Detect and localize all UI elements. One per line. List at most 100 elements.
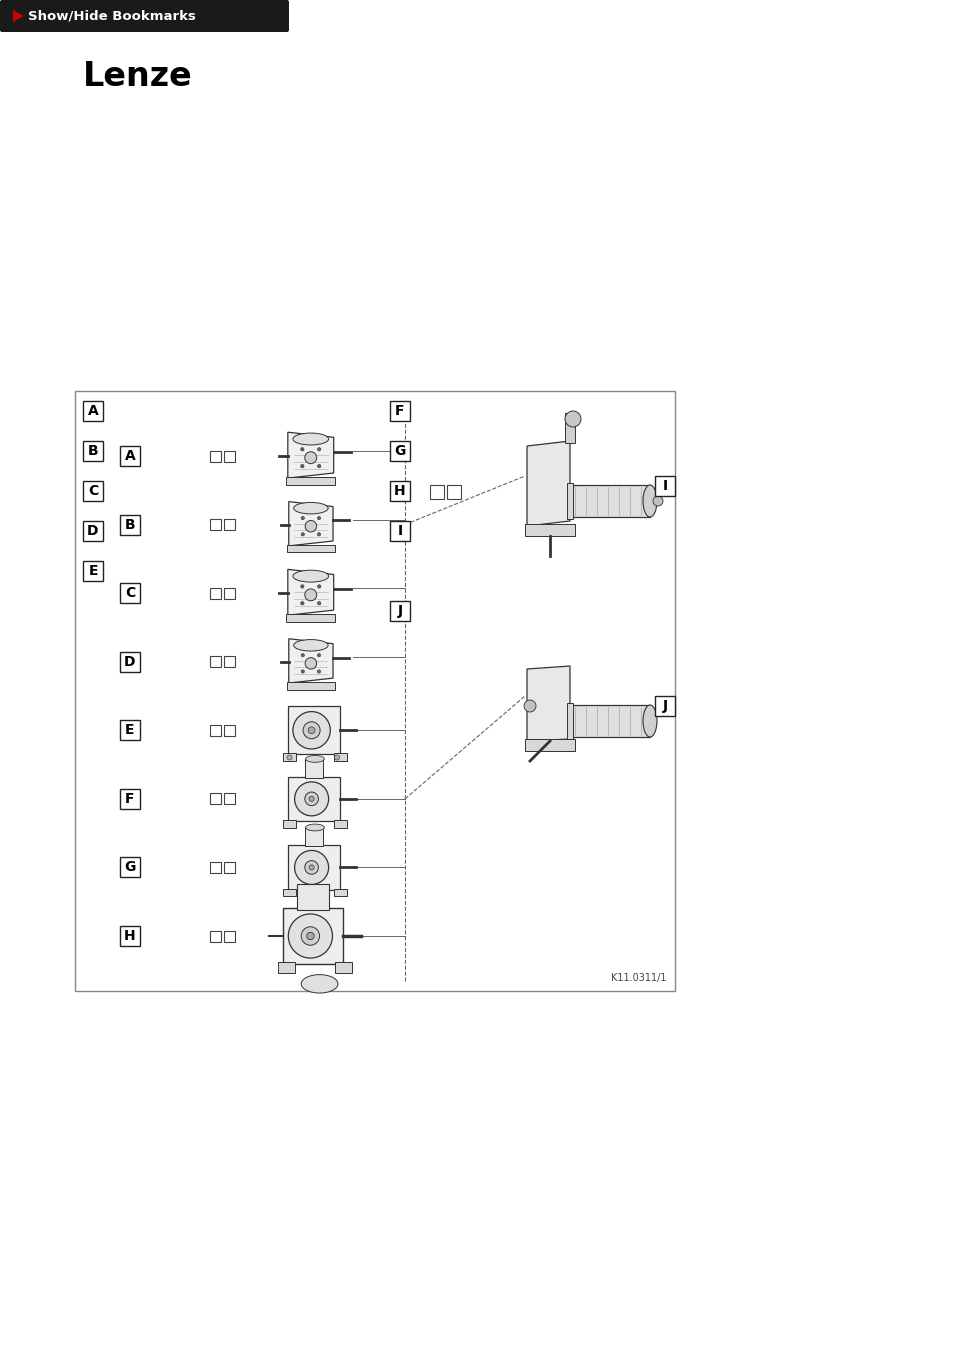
- Polygon shape: [288, 569, 334, 615]
- Text: I: I: [397, 524, 402, 538]
- Bar: [120, 584, 140, 603]
- Bar: [210, 724, 221, 736]
- Circle shape: [301, 654, 304, 657]
- Text: B: B: [125, 517, 135, 531]
- Circle shape: [317, 585, 320, 588]
- Circle shape: [300, 601, 304, 605]
- Bar: [288, 846, 340, 889]
- Bar: [83, 401, 103, 422]
- Bar: [83, 561, 103, 581]
- Bar: [224, 588, 234, 598]
- Circle shape: [317, 465, 320, 467]
- Circle shape: [305, 520, 316, 532]
- Text: H: H: [124, 929, 135, 943]
- Bar: [524, 739, 575, 751]
- Bar: [286, 477, 335, 485]
- Polygon shape: [289, 501, 333, 546]
- Circle shape: [309, 796, 314, 801]
- Circle shape: [307, 932, 314, 940]
- Ellipse shape: [642, 705, 657, 738]
- Circle shape: [300, 585, 304, 588]
- Bar: [524, 524, 575, 536]
- Circle shape: [294, 782, 328, 816]
- Bar: [210, 519, 221, 530]
- Bar: [390, 481, 410, 501]
- Circle shape: [304, 861, 318, 874]
- Bar: [655, 696, 675, 716]
- Circle shape: [317, 654, 320, 657]
- Bar: [569, 485, 649, 517]
- Bar: [564, 413, 575, 443]
- Circle shape: [287, 755, 292, 761]
- Text: F: F: [395, 404, 404, 417]
- Bar: [288, 777, 340, 821]
- Text: F: F: [125, 792, 134, 805]
- Bar: [120, 446, 140, 466]
- Circle shape: [523, 700, 536, 712]
- Circle shape: [317, 532, 320, 536]
- Text: G: G: [394, 444, 405, 458]
- Circle shape: [317, 447, 320, 451]
- Polygon shape: [289, 639, 333, 684]
- Bar: [447, 485, 460, 499]
- Bar: [210, 588, 221, 598]
- Bar: [120, 925, 140, 946]
- Bar: [83, 481, 103, 501]
- Bar: [120, 720, 140, 740]
- Bar: [334, 820, 347, 828]
- Circle shape: [300, 465, 304, 467]
- Circle shape: [304, 792, 318, 805]
- Bar: [120, 789, 140, 809]
- Circle shape: [564, 411, 580, 427]
- Text: I: I: [661, 480, 667, 493]
- Circle shape: [308, 727, 314, 734]
- Bar: [655, 476, 675, 496]
- Text: C: C: [88, 484, 98, 499]
- Circle shape: [301, 516, 304, 520]
- Text: D: D: [87, 524, 99, 538]
- Text: J: J: [397, 604, 402, 617]
- Text: J: J: [661, 698, 667, 713]
- Bar: [83, 521, 103, 540]
- Bar: [390, 440, 410, 461]
- Circle shape: [304, 451, 316, 463]
- Circle shape: [294, 850, 328, 885]
- Bar: [224, 450, 234, 462]
- Polygon shape: [526, 440, 569, 526]
- Bar: [430, 485, 443, 499]
- Bar: [224, 931, 234, 942]
- Bar: [120, 651, 140, 671]
- Text: K11.0311/1: K11.0311/1: [611, 973, 666, 984]
- Ellipse shape: [293, 570, 328, 582]
- Bar: [210, 862, 221, 873]
- FancyBboxPatch shape: [0, 0, 289, 32]
- Bar: [390, 521, 410, 540]
- Bar: [75, 390, 675, 992]
- Circle shape: [305, 658, 316, 669]
- Text: E: E: [89, 563, 97, 578]
- Bar: [83, 440, 103, 461]
- Circle shape: [300, 447, 304, 451]
- Circle shape: [304, 589, 316, 601]
- Circle shape: [301, 670, 304, 673]
- Ellipse shape: [293, 434, 328, 444]
- Bar: [304, 827, 323, 846]
- Bar: [210, 793, 221, 804]
- Bar: [288, 707, 340, 754]
- Bar: [210, 657, 221, 667]
- Polygon shape: [13, 9, 24, 22]
- Circle shape: [317, 670, 320, 673]
- Bar: [566, 703, 573, 739]
- Circle shape: [303, 721, 320, 739]
- Bar: [282, 754, 296, 761]
- Bar: [224, 519, 234, 530]
- Ellipse shape: [301, 974, 337, 993]
- Text: H: H: [394, 484, 405, 499]
- Bar: [335, 962, 352, 973]
- Bar: [210, 931, 221, 942]
- Bar: [278, 962, 294, 973]
- Circle shape: [335, 755, 339, 761]
- Circle shape: [293, 712, 330, 748]
- Bar: [282, 889, 296, 896]
- Bar: [120, 515, 140, 535]
